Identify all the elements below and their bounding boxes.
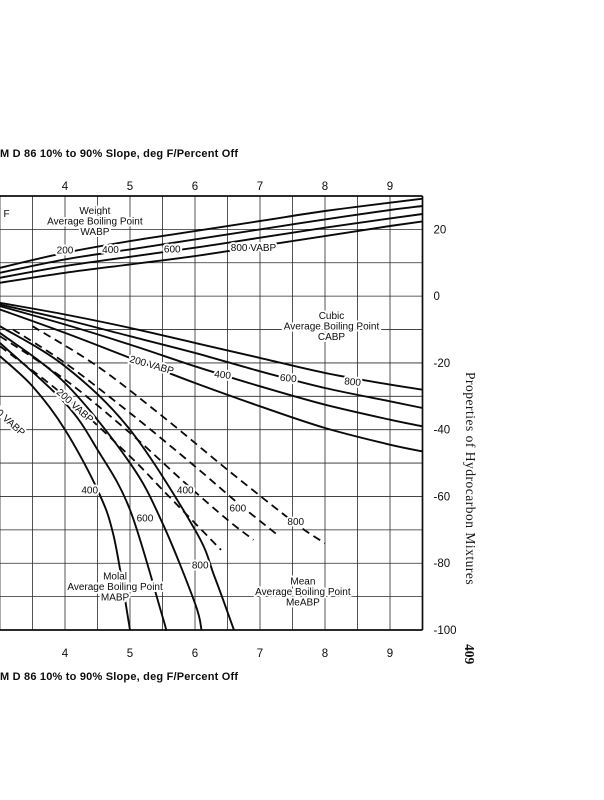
curve-label: 800 xyxy=(287,517,304,528)
curve-label: 800 xyxy=(192,560,209,571)
x-tick-bottom: 9 xyxy=(387,648,393,660)
mabp-annotation: Molal Average Boiling Point MABP xyxy=(67,572,163,604)
page-number: 409 xyxy=(462,644,477,665)
curve-meabp-800 xyxy=(32,325,326,544)
curve-meabp-200 xyxy=(0,345,222,551)
curve-label: 800 xyxy=(344,376,362,389)
curve-label: 400 xyxy=(177,485,194,496)
x-tick-bottom: 4 xyxy=(62,648,69,660)
curve-label: 200 xyxy=(57,246,74,257)
curve-label: 400 xyxy=(81,485,98,496)
curve-label: 600 xyxy=(137,514,154,525)
curve-label: 400 xyxy=(214,369,232,382)
x-tick-top: 9 xyxy=(387,181,393,193)
curve-wabp-800 xyxy=(0,220,423,284)
curve-label: 00 VABP xyxy=(0,404,27,439)
curve-mabp-800 xyxy=(0,325,235,631)
meabp-annotation: Mean Average Boiling Point MeABP xyxy=(255,577,351,609)
curve-mabp-600 xyxy=(0,332,203,631)
x-tick-top: 6 xyxy=(192,181,198,193)
curve-wabp-200 xyxy=(0,197,423,269)
curve-mabp-200 xyxy=(0,355,131,631)
curve-cabp-600 xyxy=(0,303,423,409)
running-head: Properties of Hydrocarbon Mixtures xyxy=(463,372,478,586)
cabp-annotation: Cubic Average Boiling Point CABP xyxy=(284,311,380,343)
x-tick-bottom: 7 xyxy=(257,648,263,660)
x-tick-bottom: 8 xyxy=(322,648,328,660)
curves xyxy=(0,197,423,631)
curve-mabp-400 xyxy=(0,342,168,631)
y-tick: -100 xyxy=(434,625,457,637)
curve-wabp-600 xyxy=(0,213,423,279)
wabp-annotation: Weight Average Boiling Point WABP xyxy=(47,206,143,238)
x-tick-top: 4 xyxy=(62,181,69,193)
y-tick: -60 xyxy=(434,491,451,503)
y-tick: 20 xyxy=(434,224,447,236)
y-tick: -40 xyxy=(434,425,451,437)
x-tick-bottom: 5 xyxy=(127,648,133,660)
curve-meabp-400 xyxy=(0,335,255,541)
y-tick: -80 xyxy=(434,558,451,570)
curve-label: 400 xyxy=(102,245,119,256)
x-tick-top: 7 xyxy=(257,181,263,193)
x-tick-top: 8 xyxy=(322,181,328,193)
curve-label: 600 xyxy=(230,504,247,515)
y-tick: 0 xyxy=(434,291,440,303)
bottom-axis-title: M D 86 10% to 90% Slope, deg F/Percent O… xyxy=(0,671,239,683)
top-axis-title: M D 86 10% to 90% Slope, deg F/Percent O… xyxy=(0,148,239,160)
x-tick-bottom: 6 xyxy=(192,648,198,660)
tick-labels: 4 4 5 5 6 6 7 7 8 8 9 9 20 0 -20 -40 -60 -80 -100 xyxy=(62,181,457,660)
annotations: Weight Average Boiling Point WABP Cubic Aver… xyxy=(45,204,381,611)
curve-cabp-800 xyxy=(0,301,423,391)
curve-label: 600 xyxy=(279,373,297,386)
curve-label: 600 xyxy=(164,245,181,256)
x-tick-top: 5 xyxy=(127,181,133,193)
plot-frame xyxy=(0,195,424,631)
y-tick: -20 xyxy=(434,358,451,370)
curve-cabp-400 xyxy=(0,305,423,428)
curve-cabp-200 xyxy=(0,308,423,453)
curve-label: F xyxy=(3,209,9,220)
curve-wabp-400 xyxy=(0,205,423,274)
curve-label: 800 VABP xyxy=(231,243,277,254)
